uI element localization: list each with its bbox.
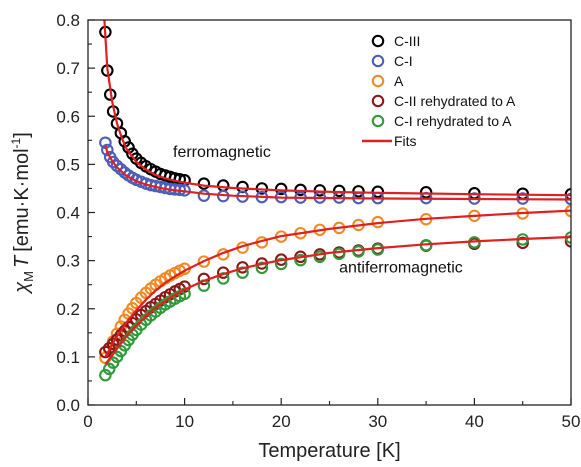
x-tick-label: 20 bbox=[272, 412, 291, 431]
legend-label-2: A bbox=[394, 73, 404, 89]
data-point bbox=[216, 179, 230, 192]
data-layer bbox=[99, 20, 571, 382]
data-point bbox=[274, 182, 288, 196]
y-axis-title: χMT [emu·K·mol-1] bbox=[9, 132, 36, 295]
series-4-markers bbox=[99, 231, 571, 382]
y-tick-label: 0.4 bbox=[56, 204, 80, 223]
data-point bbox=[103, 362, 116, 376]
plot-area bbox=[99, 20, 571, 382]
data-point bbox=[101, 143, 114, 157]
y-tick-label: 0.1 bbox=[56, 348, 80, 367]
y-tick-label: 0.0 bbox=[56, 396, 80, 415]
legend: C-III C-I A C-II rehydrated to A C-I rehydra… bbox=[362, 33, 516, 149]
fit-lines bbox=[103, 20, 571, 365]
x-tick-label: 40 bbox=[465, 412, 484, 431]
legend-marker-1 bbox=[371, 54, 385, 68]
y-tick-label: 0.3 bbox=[56, 252, 80, 271]
plot-frame bbox=[87, 19, 572, 406]
data-point bbox=[106, 155, 120, 169]
x-tick-label: 0 bbox=[83, 412, 92, 431]
legend-label-0: C-III bbox=[394, 33, 420, 49]
y-tick-label: 0.7 bbox=[56, 59, 80, 78]
series-2-markers bbox=[99, 204, 571, 365]
y-tick-label: 0.8 bbox=[56, 11, 80, 30]
data-point bbox=[197, 177, 211, 190]
data-point bbox=[332, 247, 346, 261]
fit-line-0 bbox=[103, 20, 571, 197]
fit-line-2 bbox=[104, 209, 571, 358]
legend-label-1: C-I bbox=[394, 53, 413, 69]
legend-marker-3 bbox=[371, 94, 385, 108]
annotations: ferromagnetic antiferromagnetic bbox=[173, 144, 463, 277]
data-point bbox=[313, 250, 327, 264]
x-tick-label: 50 bbox=[562, 412, 581, 431]
y-title-sub: M bbox=[21, 271, 36, 282]
y-tick-label: 0.5 bbox=[56, 155, 80, 174]
axes: 0 10 20 30 40 50 0.0 0.1 0.2 0.3 0.4 0.5 0.6 0.7 0.8 Te… bbox=[9, 11, 580, 462]
data-point bbox=[274, 257, 288, 271]
data-point bbox=[255, 261, 269, 275]
legend-label-3: C-II rehydrated to A bbox=[394, 93, 516, 109]
legend-marker-2 bbox=[371, 74, 385, 88]
fit-line-3 bbox=[104, 235, 571, 365]
legend-label-5: Fits bbox=[394, 133, 417, 149]
y-title-exp: -1 bbox=[9, 137, 23, 148]
data-point bbox=[197, 255, 211, 268]
y-title-close: ] bbox=[11, 132, 33, 138]
y-tick-label: 0.6 bbox=[56, 107, 80, 126]
x-tick-label: 30 bbox=[368, 412, 387, 431]
x-axis-title: Temperature [K] bbox=[258, 440, 400, 462]
data-point bbox=[99, 368, 112, 382]
annotation-0: ferromagnetic bbox=[173, 144, 271, 161]
y-tick-label: 0.2 bbox=[56, 300, 80, 319]
data-point bbox=[197, 189, 211, 202]
y-title-t: T bbox=[11, 254, 33, 268]
data-point bbox=[294, 253, 307, 267]
y-title-chi: χ bbox=[11, 281, 33, 295]
y-title-units: [emu·K·mol bbox=[11, 148, 33, 251]
legend-marker-0 bbox=[371, 34, 385, 48]
fit-line-1 bbox=[104, 144, 571, 201]
data-point bbox=[419, 186, 433, 199]
legend-label-4: C-I rehydrated to A bbox=[394, 113, 512, 129]
annotation-1: antiferromagnetic bbox=[339, 260, 463, 277]
data-point bbox=[99, 345, 112, 359]
x-tick-label: 10 bbox=[175, 412, 194, 431]
legend-marker-4 bbox=[371, 114, 385, 128]
